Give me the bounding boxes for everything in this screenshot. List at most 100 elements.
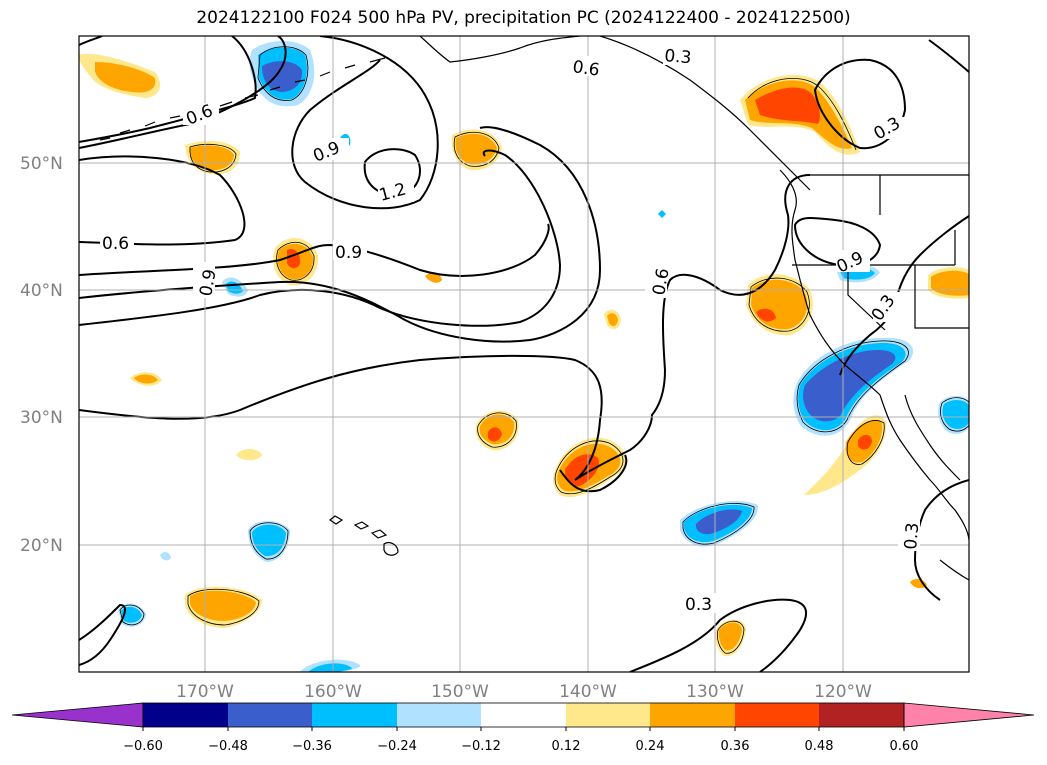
lat-label: 20°N: [20, 536, 63, 556]
latitude-axis: 50°N 40°N 30°N 20°N: [20, 154, 63, 556]
colorbar-tick-label: 0.60: [890, 739, 919, 754]
precip-blob: [910, 579, 927, 589]
alaska-panhandle-coast: [599, 36, 811, 191]
hawaii-island: [353, 521, 370, 530]
precip-blob: [121, 606, 142, 623]
colorbar-extend-right: [903, 702, 1035, 728]
colorbar-extend-left: [11, 702, 144, 728]
precip-shading: [79, 41, 969, 672]
pv-contours: [79, 36, 969, 672]
precip-outlines: [119, 46, 969, 654]
colorbar-segment: [143, 703, 228, 727]
hawaii-island: [383, 541, 399, 556]
precip-blob: [695, 509, 742, 535]
contour-label: 0.9: [196, 268, 220, 298]
lat-label: 30°N: [20, 408, 63, 428]
colorbar-tick-label: −0.12: [461, 739, 501, 754]
colorbar-tick-label: −0.24: [377, 739, 417, 754]
map-frame-bg: [79, 36, 969, 672]
colorbar-tick-label: 0.48: [805, 739, 834, 754]
precip-blob: [455, 133, 497, 165]
contour-labels: 0.6 0.9 1.2 0.9 0.6 0.9 0.6 0.3 0.6 0.3 …: [100, 45, 923, 615]
pv-contour: [291, 36, 439, 210]
colorbar-tick-label: 0.24: [636, 739, 665, 754]
pv-contour: [629, 598, 808, 672]
precip-blob: [488, 427, 502, 442]
aleutian-chain: [269, 57, 386, 91]
precip-blob: [942, 400, 969, 429]
colorbar-segment: [650, 703, 735, 727]
precip-blob: [858, 434, 872, 450]
alaska-coast: [419, 36, 581, 63]
lon-label: 120°W: [814, 682, 872, 702]
precip-blob: [308, 663, 352, 672]
lon-label: 170°W: [176, 682, 234, 702]
pv-contour: [928, 39, 969, 73]
precip-blob: [134, 374, 158, 384]
pv-contour: [813, 58, 907, 150]
lon-label: 140°W: [559, 682, 617, 702]
colorbar-tick-label: −0.36: [292, 739, 332, 754]
precip-blob: [756, 308, 776, 322]
lon-label: 150°W: [431, 682, 489, 702]
colorbar-segment: [481, 703, 566, 727]
coastlines: [99, 36, 969, 581]
precip-outline: [257, 46, 309, 101]
precip-blob: [658, 210, 666, 218]
contour-label: 0.3: [901, 522, 923, 551]
lon-label: 130°W: [686, 682, 744, 702]
state-border: [914, 265, 969, 329]
precip-outline: [940, 397, 969, 432]
precip-blob: [236, 449, 262, 461]
colorbar-tick-label: −0.60: [123, 739, 163, 754]
colorbar-segment: [566, 703, 650, 727]
longitude-axis: 170°W 160°W 150°W 140°W 130°W 120°W: [176, 682, 872, 702]
pv-contour: [559, 454, 628, 493]
precip-outline: [189, 143, 237, 173]
precip-outline: [276, 242, 315, 281]
lat-label: 50°N: [20, 154, 63, 174]
precip-outline: [477, 412, 517, 448]
map-border: [78, 35, 970, 673]
colorbar-tick-label: 0.36: [721, 739, 750, 754]
precip-outline: [846, 420, 885, 465]
pv-contour: [79, 126, 602, 343]
map-title: 2024122100 F024 500 hPa PV, precipitatio…: [196, 8, 851, 28]
precip-blob: [252, 524, 286, 557]
contour-label: 0.9: [335, 243, 362, 263]
lat-label: 40°N: [20, 281, 63, 301]
hawaii-island: [370, 529, 388, 539]
gulf-california-coast: [904, 394, 961, 481]
pv-contour: [79, 149, 562, 327]
precip-outline: [747, 78, 857, 151]
hawaii-island: [328, 515, 344, 525]
precip-blob: [803, 350, 896, 422]
colorbar-segment: [819, 703, 904, 727]
precip-blob: [95, 62, 156, 93]
mexico-coast: [939, 559, 969, 581]
colorbar: −0.60 −0.48 −0.36 −0.24 −0.12 0.12 0.24 …: [11, 702, 1035, 754]
pv-contour: [793, 217, 882, 267]
colorbar-segment: [735, 703, 819, 727]
pv-contour: [79, 603, 126, 666]
colorbar-segment: [228, 703, 312, 727]
colorbar-segment: [397, 703, 481, 727]
colorbar-tick-label: 0.12: [552, 739, 581, 754]
precip-blob: [190, 590, 256, 621]
pv-contour: [363, 148, 421, 197]
lon-label: 160°W: [304, 682, 362, 702]
precip-outline: [796, 340, 909, 433]
bc-coast: [779, 169, 881, 396]
precip-blob: [755, 87, 820, 124]
contour-label: 0.3: [685, 595, 712, 615]
baja-coast: [879, 394, 969, 541]
colorbar-tick-label: −0.48: [208, 739, 248, 754]
contour-label: 0.6: [571, 57, 601, 81]
precip-outline: [119, 604, 145, 626]
precip-blob: [931, 270, 969, 296]
precip-blob: [607, 313, 618, 327]
contour-label: 0.6: [649, 267, 673, 297]
state-border: [847, 265, 886, 331]
precip-blob: [262, 61, 303, 92]
contour-label: 0.3: [664, 46, 693, 68]
